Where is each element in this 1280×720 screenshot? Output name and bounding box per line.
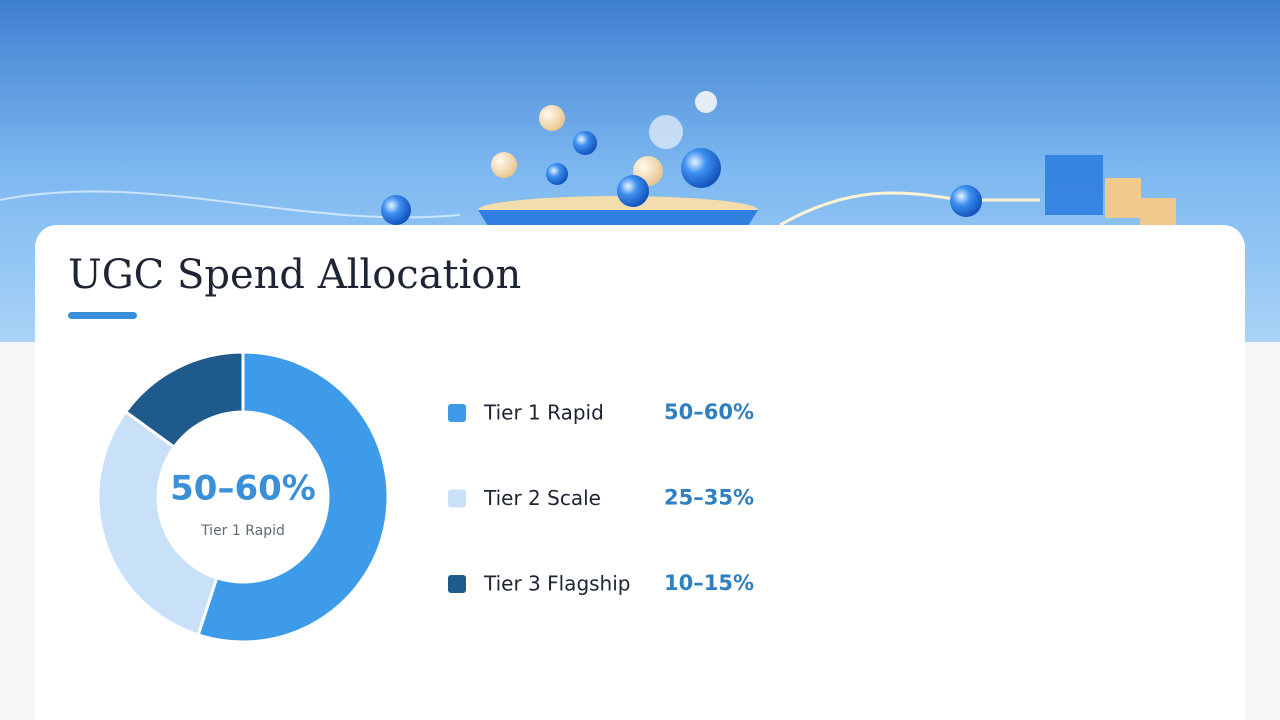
- legend-label: Tier 1 Rapid: [483, 401, 604, 425]
- legend-swatch: [448, 404, 466, 422]
- legend-label: Tier 3 Flagship: [483, 572, 630, 596]
- center-value: 50–60%: [170, 469, 316, 509]
- legend-swatch: [448, 575, 466, 593]
- legend-value: 50–60%: [664, 400, 754, 424]
- donut-segment: [123, 350, 245, 450]
- legend-value: 25–35%: [664, 486, 754, 510]
- chart-title: UGC Spend Allocation: [68, 252, 521, 298]
- donut-segment: [196, 350, 390, 644]
- donut-segment: [96, 409, 219, 637]
- title-underline: [68, 312, 137, 319]
- legend-value: 10–15%: [664, 571, 754, 595]
- legend-label: Tier 2 Scale: [483, 486, 601, 510]
- legend-swatch: [448, 489, 466, 508]
- center-label: Tier 1 Rapid: [200, 523, 285, 539]
